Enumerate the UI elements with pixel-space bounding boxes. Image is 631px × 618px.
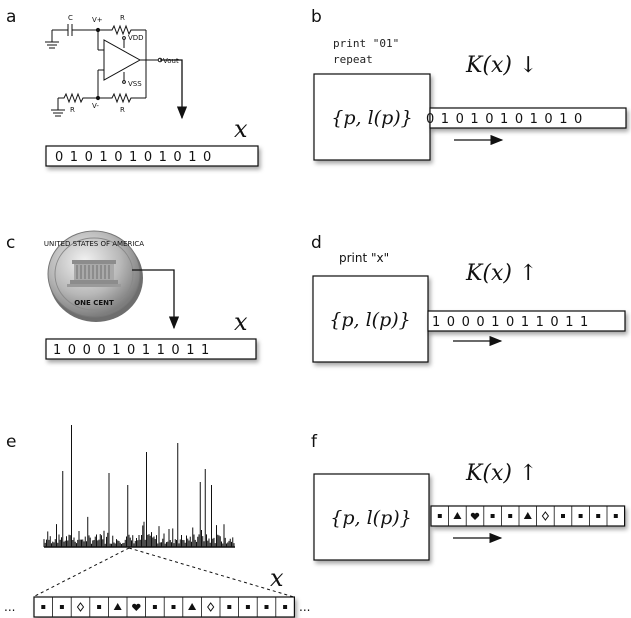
panel-a-tape-text: 0 1 0 1 0 1 0 1 0 1 0 — [55, 150, 213, 165]
panel-e-ellipsis-right: ... — [299, 600, 310, 614]
coin-output-arrow — [132, 269, 180, 330]
panel-b-tape-text: 0 1 0 1 0 1 0 1 0 1 0 — [426, 112, 584, 127]
vout-label: Vout — [163, 57, 179, 65]
panel-f-symbol-square-7 — [561, 514, 565, 518]
panel-e-symbol-square-7 — [171, 605, 176, 609]
panel-f-symbol-square-3 — [490, 514, 495, 518]
resistor-top-label: R — [120, 14, 125, 22]
panel-b-code-line1: print "01" — [333, 37, 399, 50]
panel-e-symbol-triangle-8 — [188, 603, 197, 610]
panel-d: d print "x" K(x) ↑ {p, l(p)} 1 0 0 0 1 0… — [311, 233, 626, 363]
panel-b-tape — [429, 107, 627, 129]
panel-e-symbol-tape — [33, 596, 295, 618]
panel-f-program-box — [313, 473, 430, 561]
resistor-bottom-left-label: R — [70, 106, 75, 114]
panel-e-symbol-square-3 — [97, 605, 102, 609]
panel-f-complexity: K(x) ↑ — [465, 461, 537, 486]
panel-d-tape-text: 1 0 0 0 1 0 1 1 0 1 1 — [432, 315, 590, 330]
panel-b-label: b — [311, 7, 322, 27]
panel-b-complexity: K(x) ↓ — [465, 53, 537, 78]
panel-a: a — [6, 7, 259, 167]
panel-d-program-box — [312, 275, 429, 363]
panel-c: c UNITED STATES OF AMERICA ONE — [6, 230, 257, 360]
capacitor-label: C — [68, 14, 73, 22]
panel-e-symbol-square-12 — [264, 605, 269, 609]
v-plus-label: V+ — [92, 16, 103, 24]
vdd-label: VDD — [128, 34, 144, 42]
panel-f: f K(x) ↑ {p, l(p)} — [311, 432, 626, 561]
panel-e-label: e — [6, 432, 16, 452]
panel-f-symbol-square-4 — [508, 514, 513, 518]
panel-f-label: f — [311, 432, 318, 452]
panel-f-symbol-square-0 — [437, 514, 442, 518]
resistor-bottom-right-label: R — [120, 106, 125, 114]
op-amp-circuit — [45, 24, 163, 117]
panel-f-symbol-tape — [430, 505, 626, 527]
panel-b-code-line2: repeat — [333, 53, 373, 66]
panel-d-code-line1: print "x" — [339, 251, 389, 265]
panel-a-tape — [45, 145, 259, 167]
panel-e-symbol-square-1 — [59, 605, 64, 609]
panel-f-symbol-square-10 — [613, 514, 618, 518]
panel-c-label: c — [6, 233, 15, 253]
panel-e: e x ... ... — [4, 425, 310, 618]
vss-label: VSS — [128, 80, 142, 88]
panel-f-symbol-heart-2 — [470, 512, 480, 520]
panel-d-complexity: K(x) ↑ — [465, 261, 537, 286]
panel-e-symbol-square-11 — [245, 605, 250, 609]
panel-c-x-label: x — [234, 308, 248, 336]
panel-e-symbol-diamond-9 — [207, 602, 215, 612]
panel-d-tape — [427, 310, 626, 332]
panel-e-x-label: x — [270, 564, 284, 592]
panel-f-symbol-square-8 — [578, 514, 583, 518]
panel-f-program-text: {p, l(p)} — [330, 507, 411, 529]
zoom-line-left — [32, 547, 130, 598]
zoom-line-right — [128, 547, 295, 598]
panel-c-tape — [45, 338, 257, 360]
v-minus-label: V- — [92, 102, 99, 110]
circuit-output-arrow — [160, 59, 188, 120]
panel-f-symbol-square-9 — [596, 514, 601, 518]
panel-b-program-text: {p, l(p)} — [331, 107, 412, 129]
spike-train-signal — [43, 425, 235, 547]
panel-e-symbol-square-6 — [152, 605, 157, 609]
panel-c-tape-text: 1 0 0 0 1 0 1 1 0 1 1 — [53, 343, 211, 358]
panel-e-symbol-square-0 — [41, 605, 46, 609]
panel-d-label: d — [311, 233, 322, 253]
panel-e-symbol-diamond-2 — [76, 602, 85, 612]
panel-f-symbol-diamond-6 — [541, 511, 550, 521]
panel-a-x-label: x — [234, 115, 248, 143]
panel-e-symbol-heart-5 — [132, 603, 141, 611]
panel-e-symbol-triangle-4 — [113, 603, 122, 610]
panel-e-ellipsis-left: ... — [4, 600, 15, 614]
panel-d-program-text: {p, l(p)} — [329, 309, 410, 331]
panel-e-symbol-square-13 — [283, 605, 288, 609]
panel-a-label: a — [6, 7, 16, 27]
penny-coin — [47, 230, 143, 322]
panel-e-symbol-square-10 — [227, 605, 232, 609]
panel-f-symbol-triangle-1 — [453, 512, 462, 519]
coin-text-bottom: ONE CENT — [74, 299, 114, 307]
panel-b: b print "01" repeat K(x) ↓ {p, l(p)} 0 1… — [311, 7, 627, 161]
coin-text-top: UNITED STATES OF AMERICA — [44, 240, 144, 248]
panel-f-symbol-triangle-5 — [523, 512, 532, 519]
